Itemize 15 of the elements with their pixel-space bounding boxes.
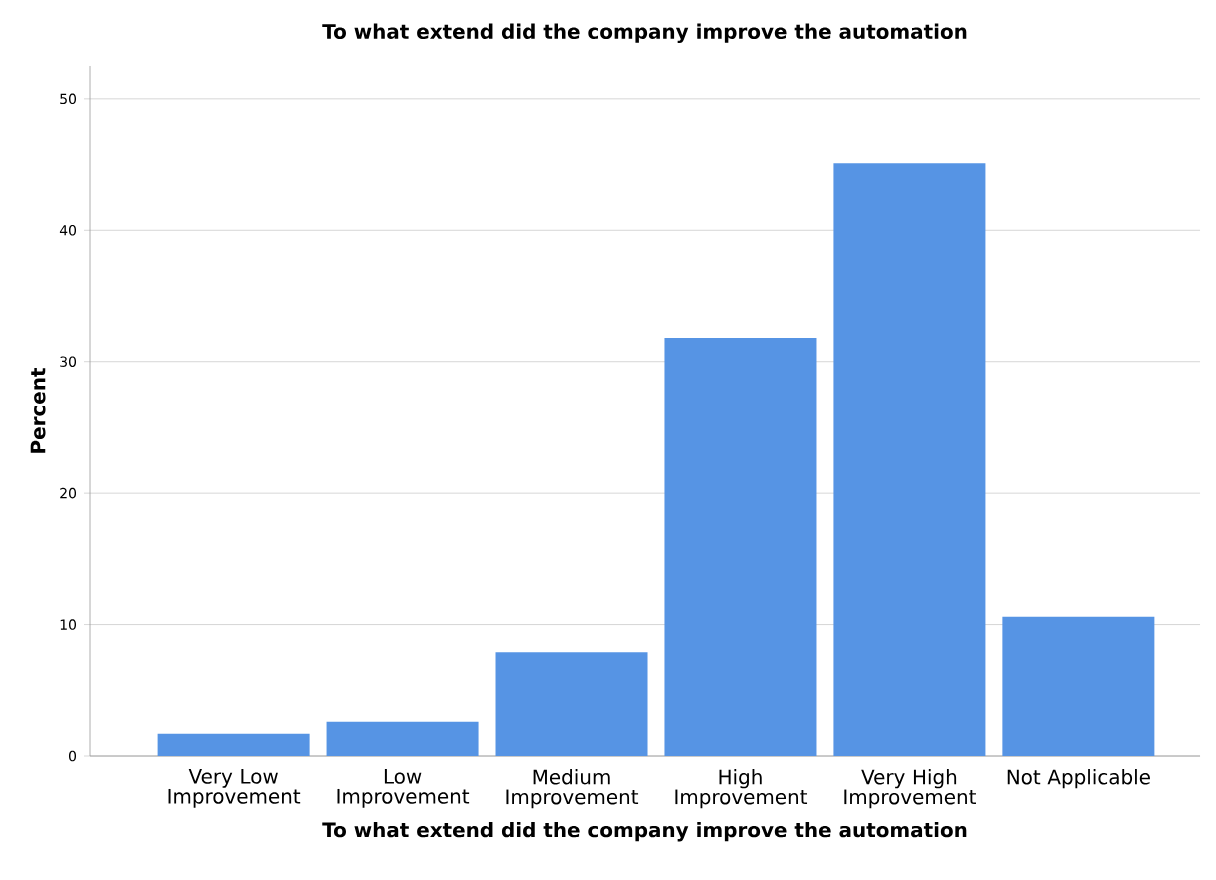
chart-title: To what extend did the company improve the automation xyxy=(322,23,967,44)
x-tick-label: Medium Improvement xyxy=(506,769,639,809)
bar xyxy=(664,338,817,756)
bar xyxy=(1002,616,1155,756)
bar xyxy=(833,163,986,756)
x-tick-label: Very Low Improvement xyxy=(168,769,301,808)
y-axis-title: Percent xyxy=(30,367,46,453)
x-tick-label: Not Applicable xyxy=(1007,769,1150,789)
x-tick-label: High Improvement xyxy=(675,769,808,809)
x-tick-label: Low Improvement xyxy=(337,769,470,808)
x-axis-title: To what extend did the company improve the automation xyxy=(322,821,967,842)
x-tick-label: Very High Improvement xyxy=(844,769,976,809)
bar xyxy=(157,733,310,756)
bar xyxy=(495,652,648,756)
bar xyxy=(326,721,479,756)
